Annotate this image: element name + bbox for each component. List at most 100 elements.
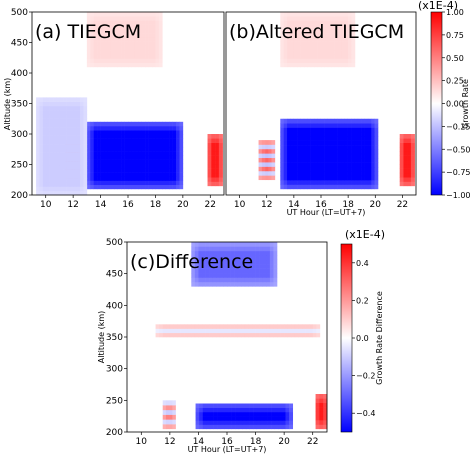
heatmap-cell (56, 105, 61, 111)
heatmap-cell (124, 58, 129, 63)
heatmap-cell (258, 166, 263, 172)
heatmap-cell (117, 33, 122, 38)
heatmap-cell (46, 169, 50, 175)
heatmap-cell (117, 58, 122, 63)
heatmap-cell (361, 166, 365, 172)
heatmap-cell (117, 159, 122, 165)
heatmap-cell (42, 161, 47, 166)
heatmap-cell (307, 12, 312, 17)
heatmap-cell (165, 155, 170, 160)
heatmap-cell (281, 424, 286, 430)
heatmap-cell (148, 12, 153, 17)
heatmap-cell (260, 411, 265, 417)
heatmap-cell (403, 138, 408, 143)
heatmap-cell (217, 424, 222, 430)
heatmap-cell (354, 140, 359, 146)
heatmap-cell (347, 162, 352, 168)
heatmap-cell (271, 140, 276, 145)
heatmap-cell (344, 118, 348, 124)
x-tick-label: 22 (307, 437, 318, 447)
heatmap-cell (307, 171, 311, 177)
heatmap-cell (283, 131, 288, 137)
heatmap-cell (134, 167, 139, 173)
heatmap-cell (90, 45, 95, 51)
heatmap-cell (337, 24, 342, 30)
heatmap-cell (165, 405, 170, 411)
heatmap-cell (93, 176, 98, 181)
heatmap-cell (314, 45, 318, 51)
heatmap-cell (258, 175, 263, 181)
heatmap-cell (110, 62, 115, 68)
heatmap-cell (76, 118, 81, 124)
heatmap-cell (152, 16, 156, 21)
heatmap-cell (227, 332, 231, 338)
heatmap-cell (344, 50, 349, 55)
heatmap-cell (283, 16, 288, 21)
heatmap-cell (211, 177, 216, 182)
heatmap-cell (310, 33, 315, 38)
heatmap-cell (268, 170, 272, 176)
heatmap-cell (248, 332, 253, 338)
heatmap-cell (327, 62, 332, 68)
heatmap-cell (361, 171, 365, 177)
heatmap-cell (248, 281, 253, 287)
heatmap-cell (334, 16, 339, 21)
heatmap-cell (317, 153, 322, 159)
heatmap-cell (155, 58, 160, 63)
heatmap-cell (107, 28, 112, 34)
heatmap-cell (97, 163, 101, 169)
heatmap-cell (211, 181, 216, 187)
heatmap-cell (162, 151, 167, 156)
heatmap-cell (169, 405, 173, 411)
heatmap-cell (245, 424, 250, 430)
heatmap-cell (114, 125, 119, 131)
heatmap-cell (238, 416, 243, 421)
heatmap-cell (145, 138, 149, 144)
heatmap-cell (300, 41, 305, 47)
heatmap-cell (347, 131, 352, 137)
heatmap-cell (256, 403, 261, 409)
heatmap-cell (284, 332, 289, 338)
heatmap-cell (148, 54, 153, 59)
heatmap-cell (56, 186, 61, 192)
heatmap-cell (36, 139, 40, 145)
heatmap-cell (304, 20, 308, 25)
heatmap-cell (287, 20, 291, 25)
heatmap-cell (248, 246, 253, 252)
heatmap-cell (256, 420, 261, 425)
heatmap-cell (56, 110, 61, 115)
heatmap-cell (148, 50, 153, 55)
heatmap-cell (209, 328, 214, 334)
heatmap-cell (169, 121, 173, 127)
heatmap-cell (364, 171, 369, 177)
heatmap-cell (341, 33, 346, 38)
heatmap-cell (340, 180, 345, 185)
heatmap-cell (155, 45, 160, 51)
heatmap-cell (114, 184, 119, 190)
heatmap-cell (320, 131, 325, 137)
heatmap-cell (304, 41, 308, 47)
heatmap-cell (66, 173, 71, 179)
heatmap-cell (110, 180, 115, 185)
heatmap-cell (234, 328, 239, 334)
heatmap-cell (148, 159, 153, 165)
heatmap-cell (303, 149, 308, 155)
heatmap-cell (351, 184, 355, 190)
heatmap-cell (265, 175, 269, 181)
heatmap-cell (280, 171, 284, 177)
heatmap-cell (49, 144, 54, 149)
heatmap-cell (107, 159, 112, 165)
heatmap-cell (76, 178, 81, 183)
heatmap-cell (63, 165, 67, 170)
heatmap-cell (141, 28, 146, 34)
heatmap-cell (39, 152, 44, 158)
heatmap-cell (158, 146, 163, 152)
heatmap-cell (110, 20, 115, 25)
heatmap-cell (104, 54, 108, 59)
heatmap-cell (330, 140, 335, 146)
panel-b-ticks: 10 12 14 16 18 20 22 (234, 195, 408, 210)
heatmap-cell (69, 135, 74, 141)
heatmap-cell (124, 37, 129, 42)
heatmap-cell (73, 156, 78, 162)
